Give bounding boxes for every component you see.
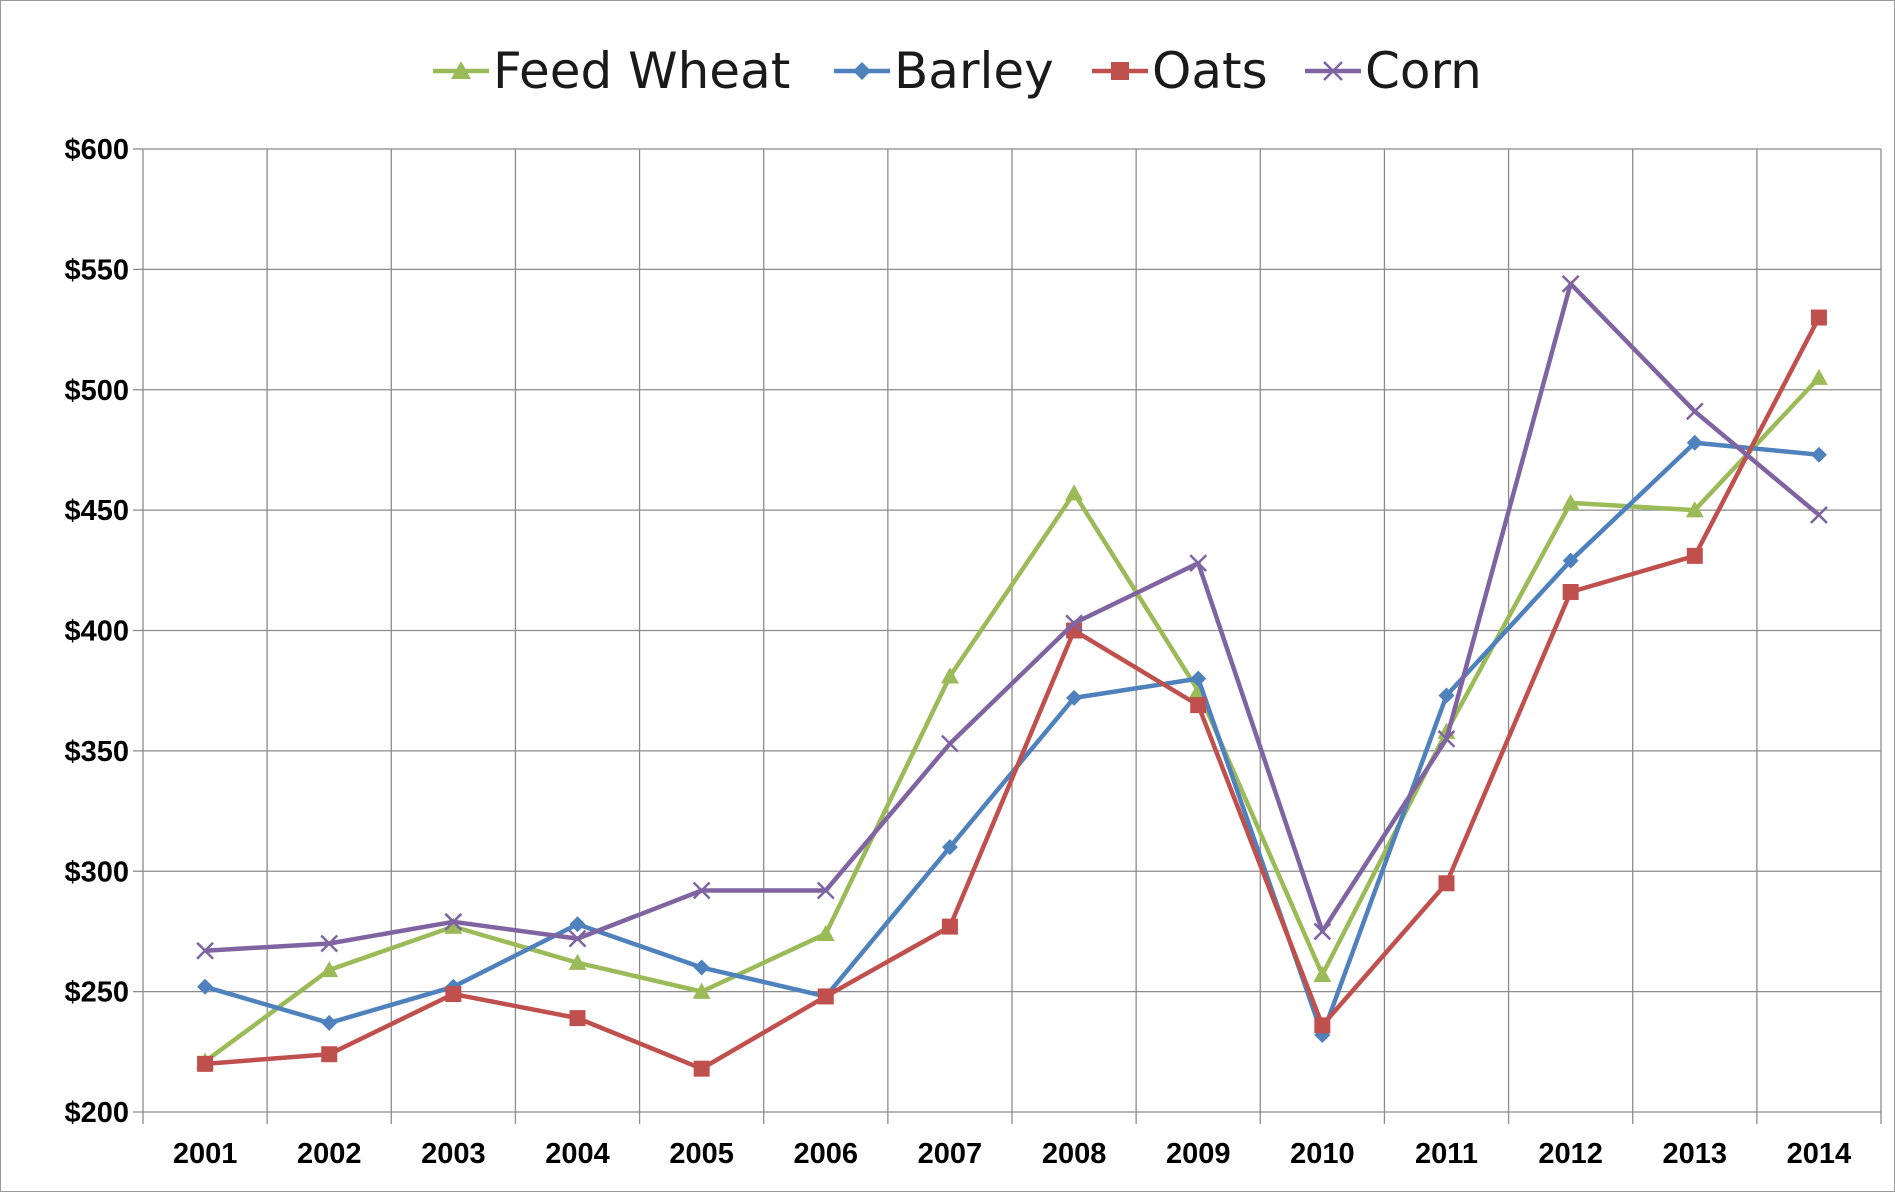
legend-item: Barley [834,42,1054,100]
legend-item: Feed Wheat [433,42,790,100]
y-tick-label: $250 [64,977,129,1009]
grid-lines [142,148,1882,1124]
data-point [941,839,958,856]
x-tick-label: 2004 [545,1138,610,1170]
legend-item: Oats [1092,42,1268,100]
y-tick-label: $200 [64,1097,129,1129]
data-point [197,1055,214,1072]
data-point [693,1060,710,1077]
x-tick-label: 2007 [918,1138,983,1170]
data-point [816,924,835,942]
y-tick-label: $400 [64,616,129,648]
data-point [1685,402,1704,421]
data-point [569,1010,586,1027]
data-point [1438,687,1455,704]
x-tick-label: 2011 [1415,1138,1478,1170]
data-point [569,916,586,933]
data-point [1685,501,1704,518]
legend-swatch-marker [1111,62,1129,80]
data-point [1437,729,1456,748]
x-tick-label: 2006 [794,1138,859,1170]
series-corn [196,274,1828,960]
data-point [941,734,959,753]
data-point [1561,493,1580,511]
data-point [321,1046,338,1063]
data-point [693,959,710,976]
data-point [197,978,214,995]
legend-item: Corn [1305,42,1482,100]
data-point [1313,922,1332,941]
data-point [1314,1017,1331,1034]
x-tick-label: 2014 [1787,1138,1852,1170]
data-point [444,912,463,931]
x-tick-label: 2008 [1042,1138,1107,1170]
legend-swatch-marker [853,62,871,80]
data-point [1809,368,1828,385]
data-point [568,929,587,948]
legend: Feed Wheat Barley Oats Corn [433,42,1482,100]
data-point [941,918,958,935]
y-tick-label: $450 [64,495,129,527]
data-point [1810,506,1828,524]
x-axis-tick-labels: 2001 2002 2003 2004 2005 2006 2007 2008 2009 2010… [173,1138,1851,1170]
y-tick-label: $500 [64,375,129,407]
legend-label: Feed Wheat [493,42,790,100]
x-tick-label: 2005 [669,1138,734,1170]
y-tick-label: $550 [64,254,129,286]
data-point [1190,670,1207,687]
data-point [1065,614,1083,633]
y-tick-label: $300 [64,856,129,888]
x-tick-label: 2002 [297,1138,362,1170]
data-point [445,986,462,1003]
legend-label: Barley [894,42,1054,100]
series-line [204,281,1821,953]
series-line [204,316,1821,1071]
data-point [817,988,834,1005]
data-point [1810,446,1827,463]
series-barley [197,434,1827,1043]
data-point [196,941,214,960]
data-point [1065,484,1084,501]
x-tick-label: 2012 [1538,1138,1603,1170]
data-point [1189,554,1208,572]
data-point [1438,875,1455,892]
series-line [203,376,1821,1064]
data-point [1562,583,1579,600]
x-tick-label: 2013 [1663,1138,1728,1170]
data-point [1810,309,1827,326]
data-point [1686,547,1703,564]
data-point [1190,697,1207,714]
y-tick-label: $600 [64,134,129,166]
x-tick-label: 2001 [173,1138,238,1170]
axes [133,148,143,1113]
legend-swatch-marker [1323,61,1343,81]
legend-swatch-marker [451,61,471,79]
data-point [1562,552,1579,569]
x-tick-label: 2003 [421,1138,486,1170]
y-axis-tick-labels: $200 $250 $300 $350 $400 $450 $500 $550 $600 [64,134,129,1129]
data-point [692,982,711,999]
data-point [1561,274,1580,293]
data-point [692,881,711,900]
data-point [1313,965,1332,982]
legend-label: Corn [1365,42,1482,100]
data-point [321,1014,338,1031]
data-point [1686,434,1703,451]
data-point [320,934,339,953]
data-point [940,667,959,684]
data-point [444,917,463,934]
data-point [568,953,587,970]
legend-label: Oats [1152,42,1268,100]
series-oats [197,309,1827,1077]
data-point [320,960,339,978]
series-line [204,440,1820,1038]
y-tick-label: $350 [64,736,129,768]
x-tick-label: 2010 [1290,1138,1355,1170]
data-point [1066,689,1083,706]
data-point [816,881,835,900]
x-tick-label: 2009 [1166,1138,1231,1170]
series-lines [196,274,1828,1077]
